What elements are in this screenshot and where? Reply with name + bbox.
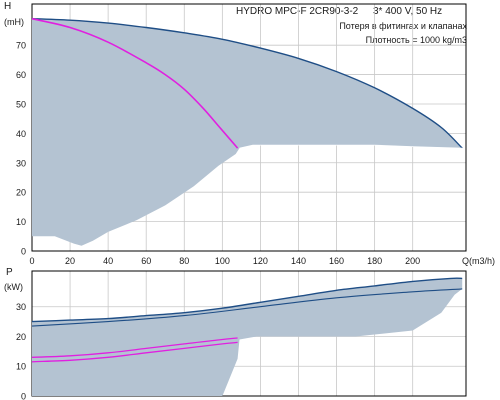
power-axis-unit: (kW) [4, 282, 23, 292]
power-y-ticks: 0 10 20 30 [16, 302, 26, 400]
note-losses: Потеря в фитингах и клапанах [339, 21, 467, 31]
power-y-tick-label: 30 [16, 302, 26, 312]
head-y-tick-label: 10 [16, 217, 26, 227]
head-envelope-inner-edge [239, 144, 463, 149]
x-tick-label: 200 [405, 256, 420, 266]
head-envelope-max-curve [31, 18, 463, 149]
head-y-tick-label: 50 [16, 99, 26, 109]
head-y-tick-label: 70 [16, 41, 26, 51]
power-envelope-lower-edge [31, 288, 463, 327]
flow-axis-label: Q(m3/h) [462, 256, 495, 266]
head-axis-unit: (mH) [4, 17, 24, 27]
x-tick-label: 180 [367, 256, 382, 266]
power-operating-envelope [32, 278, 463, 396]
x-tick-label: 20 [65, 256, 75, 266]
power-y-tick-label: 0 [21, 392, 26, 400]
head-x-ticks: 0 20 40 60 80 100 120 140 160 180 200 [29, 256, 420, 266]
power-axis-label: P [6, 267, 13, 278]
head-operating-envelope [32, 18, 463, 246]
head-y-tick-label: 60 [16, 70, 26, 80]
header-model: HYDRO MPC-F 2CR90-3-2 [236, 6, 359, 17]
head-duty-curve [31, 17, 239, 149]
x-tick-label: 60 [141, 256, 151, 266]
x-tick-label: 0 [29, 256, 34, 266]
head-y-ticks: 0 10 20 30 40 50 60 70 [16, 41, 26, 257]
x-tick-label: 120 [253, 256, 268, 266]
power-duty-curve [31, 341, 238, 363]
head-duty-curves [31, 17, 239, 149]
head-y-tick-label: 0 [21, 247, 26, 257]
x-tick-label: 100 [215, 256, 230, 266]
head-axis-label: H [4, 1, 11, 12]
head-y-tick-label: 40 [16, 129, 26, 139]
power-y-tick-label: 10 [16, 362, 26, 372]
x-tick-label: 40 [103, 256, 113, 266]
power-y-tick-label: 20 [16, 332, 26, 342]
head-chart: H (mH) 0 10 20 30 40 50 60 70 0 20 40 60 80 100 120 14… [4, 1, 495, 266]
power-envelope-max-curve [31, 277, 463, 323]
note-density: Плотность = 1000 kg/m3 [366, 35, 467, 45]
head-y-tick-label: 20 [16, 188, 26, 198]
head-y-tick-label: 30 [16, 158, 26, 168]
x-tick-label: 80 [179, 256, 189, 266]
power-duty-curve [31, 337, 238, 358]
x-tick-label: 160 [329, 256, 344, 266]
x-tick-label: 140 [291, 256, 306, 266]
power-duty-curves [31, 337, 238, 363]
power-chart: P (kW) 0 10 20 30 [4, 267, 467, 400]
header-supply: 3* 400 V, 50 Hz [373, 6, 442, 17]
